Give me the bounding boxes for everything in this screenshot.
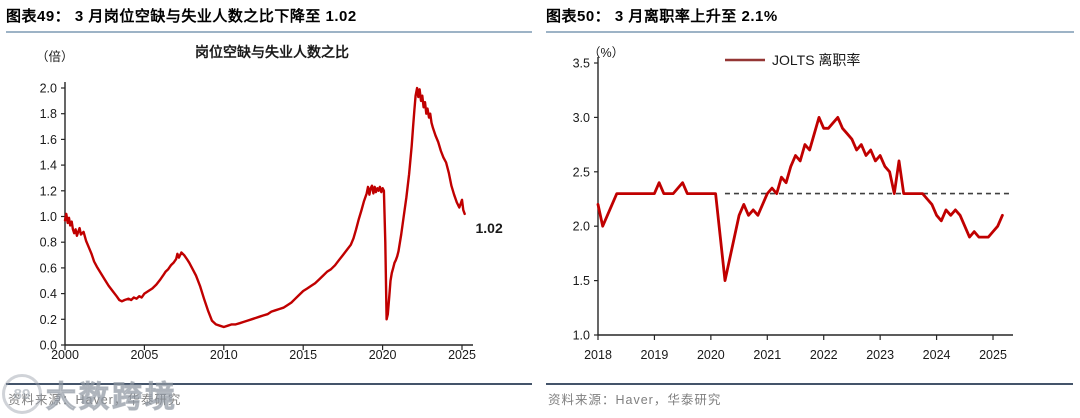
y-tick-label: 2.5 xyxy=(573,165,590,179)
source-divider xyxy=(6,383,532,385)
series-line xyxy=(63,86,466,329)
y-tick-label: 2.0 xyxy=(573,220,590,234)
x-tick-label: 2025 xyxy=(448,348,476,362)
chart-title: 岗位空缺与失业人数之比 xyxy=(195,44,349,60)
y-tick-label: 1.8 xyxy=(40,107,57,121)
x-tick-label: 2021 xyxy=(753,348,781,362)
y-tick-label: 1.4 xyxy=(40,159,57,173)
x-tick-label: 2010 xyxy=(210,348,238,362)
x-tick-label: 2020 xyxy=(697,348,725,362)
y-tick-label: 1.5 xyxy=(573,274,590,288)
y-tick-label: 2.0 xyxy=(40,82,57,96)
y-tick-label: 0.2 xyxy=(40,313,57,327)
y-tick-label: 3.5 xyxy=(573,57,590,71)
y-tick-label: 0.8 xyxy=(40,236,57,250)
x-tick-label: 2020 xyxy=(369,348,397,362)
legend-label: JOLTS 离职率 xyxy=(772,52,860,68)
value-annotation: 1.02 xyxy=(475,220,502,236)
x-tick-label: 2018 xyxy=(584,348,612,362)
source-note: 资料来源：Haver，华泰研究 xyxy=(548,393,722,407)
x-tick-label: 2019 xyxy=(641,348,669,362)
y-tick-label: 0.4 xyxy=(40,287,57,301)
x-tick-label: 2015 xyxy=(289,348,317,362)
jolts-quit-rate-chart: （%） JOLTS 离职率 1.0 1.5 2.0 2.5 3.0 3.5 2018 2019 20… xyxy=(573,46,1013,362)
y-tick-label: 1.0 xyxy=(573,329,590,343)
x-tick-label: 2024 xyxy=(923,348,951,362)
figure-50-title: 图表50： 3 月离职率上升至 2.1% xyxy=(546,5,1074,33)
axis-unit-label: （倍） xyxy=(36,49,74,64)
x-tick-label: 2005 xyxy=(130,348,158,362)
axis-unit-label: （%） xyxy=(588,46,624,60)
y-tick-label: 0.6 xyxy=(40,261,57,275)
source-divider xyxy=(546,383,1073,385)
y-tick-label: 3.0 xyxy=(573,111,590,125)
y-tick-label: 1.0 xyxy=(40,210,57,224)
series-line xyxy=(596,116,1004,283)
x-tick-label: 2022 xyxy=(810,348,838,362)
y-tick-label: 1.6 xyxy=(40,133,57,147)
source-note: 资料来源：Haver，华泰研究 xyxy=(8,393,182,407)
x-tick-label: 2000 xyxy=(51,348,79,362)
y-tick-label: 1.2 xyxy=(40,184,57,198)
figure-49-title: 图表49： 3 月岗位空缺与失业人数之比下降至 1.02 xyxy=(6,5,532,33)
y-tick-label: 0.0 xyxy=(40,339,57,353)
x-tick-label: 2025 xyxy=(979,348,1007,362)
x-tick-label: 2023 xyxy=(866,348,894,362)
job-openings-unemployed-ratio-chart: （倍） 岗位空缺与失业人数之比 0.0 0.2 0.4 0.6 0.8 1.0 1.2 1.4 1.… xyxy=(36,44,503,362)
